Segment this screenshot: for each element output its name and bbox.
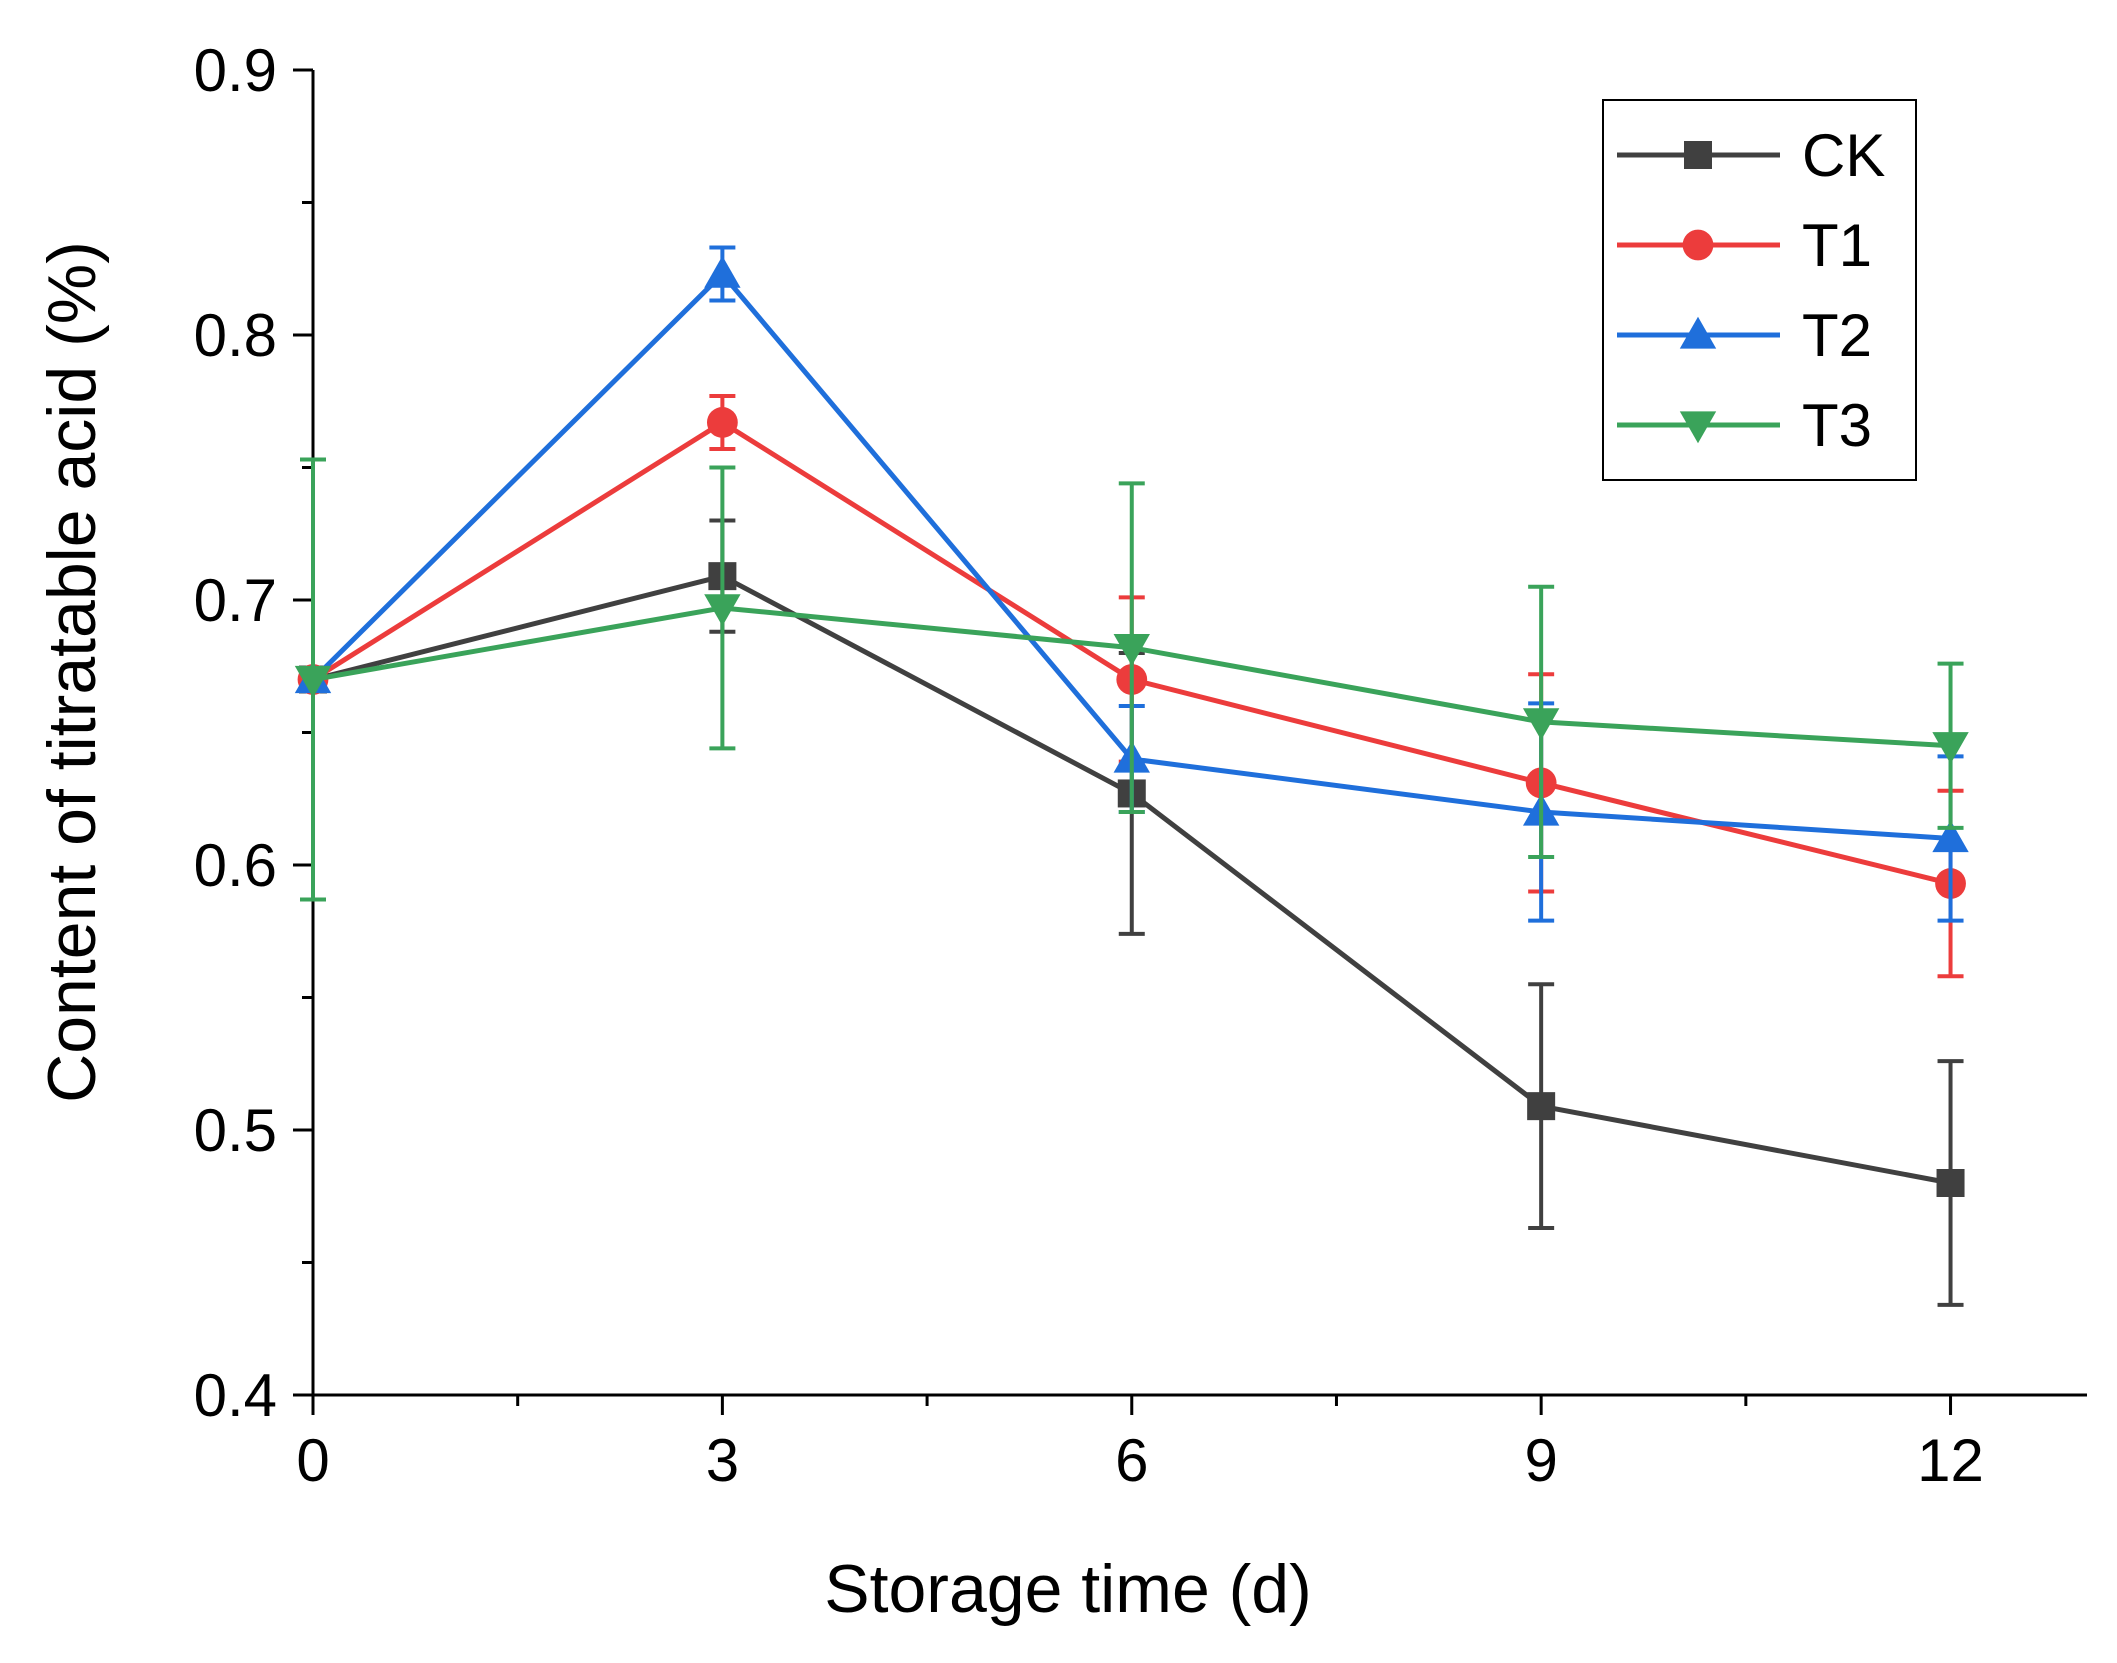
data-point-t3 — [1522, 708, 1560, 741]
y-tick-label: 0.9 — [194, 37, 277, 104]
data-point-ck — [1936, 1169, 1965, 1197]
legend-item-t2: T2 — [1617, 302, 1872, 369]
legend-marker-t2 — [1679, 316, 1717, 349]
legend: CK T1 T2 T3 — [1602, 99, 1917, 481]
data-point-ck — [1527, 1092, 1556, 1121]
data-point-t3 — [1113, 634, 1150, 666]
y-tick-label: 0.5 — [194, 1097, 277, 1164]
data-point-t2 — [1932, 820, 1969, 853]
legend-item-t3: T3 — [1617, 392, 1872, 459]
legend-box — [1602, 99, 1917, 481]
data-point-t2 — [704, 255, 741, 288]
y-tick-label: 0.8 — [194, 302, 277, 369]
x-axis-title: Storage time (d) — [824, 1551, 1312, 1627]
legend-label-t3: T3 — [1802, 392, 1872, 459]
x-tick-label: 0 — [296, 1427, 329, 1494]
y-tick-label: 0.7 — [194, 567, 277, 634]
y-axis-title: Content of titratable acid (%) — [34, 241, 110, 1103]
series-t3 — [294, 457, 1969, 902]
x-tick-label: 9 — [1524, 1427, 1557, 1494]
data-point-t3 — [704, 594, 741, 627]
x-tick-label: 6 — [1115, 1427, 1148, 1494]
legend-marker-t1 — [1682, 229, 1714, 261]
y-tick-label: 0.4 — [194, 1362, 277, 1429]
legend-item-ck: CK — [1617, 122, 1885, 189]
legend-label-ck: CK — [1802, 122, 1885, 189]
legend-marker-ck — [1684, 141, 1712, 169]
axes: 0.4 0.5 0.6 0.7 0.8 0.9 0 3 6 9 12 — [194, 37, 2087, 1494]
legend-item-t1: T1 — [1617, 212, 1872, 279]
x-tick-label: 3 — [706, 1427, 739, 1494]
series-layer — [294, 245, 1969, 1307]
data-point-t3 — [1932, 732, 1969, 764]
data-point-t1 — [706, 407, 738, 438]
data-point-t3 — [294, 665, 332, 698]
legend-marker-t3 — [1679, 411, 1717, 444]
legend-label-t2: T2 — [1802, 302, 1872, 369]
x-tick-label: 12 — [1917, 1427, 1984, 1494]
legend-label-t1: T1 — [1802, 212, 1872, 279]
y-tick-label: 0.6 — [194, 832, 277, 899]
